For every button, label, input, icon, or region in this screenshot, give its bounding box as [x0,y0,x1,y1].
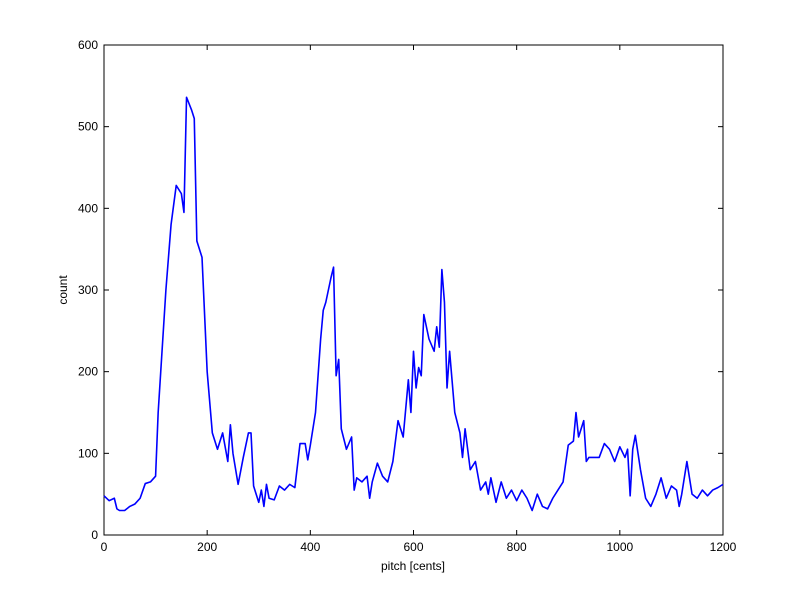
y-tick-label: 500 [78,120,98,134]
x-tick-label: 0 [101,540,108,554]
y-tick-label: 200 [78,365,98,379]
y-tick-label: 600 [78,38,98,52]
x-tick-label: 1200 [710,540,737,554]
y-tick-label: 0 [91,528,98,542]
data-line [103,96,724,512]
x-tick-label: 800 [507,540,527,554]
x-tick-label: 400 [300,540,320,554]
y-axis-label: count [56,275,70,305]
x-axis-label: pitch [cents] [381,559,445,573]
y-tick-label: 300 [78,283,98,297]
plot-frame [103,44,724,536]
y-tick-label: 100 [78,446,98,460]
y-tick-label: 400 [78,201,98,215]
x-tick-label: 1000 [606,540,633,554]
x-tick-label: 600 [403,540,423,554]
x-tick-label: 200 [197,540,217,554]
